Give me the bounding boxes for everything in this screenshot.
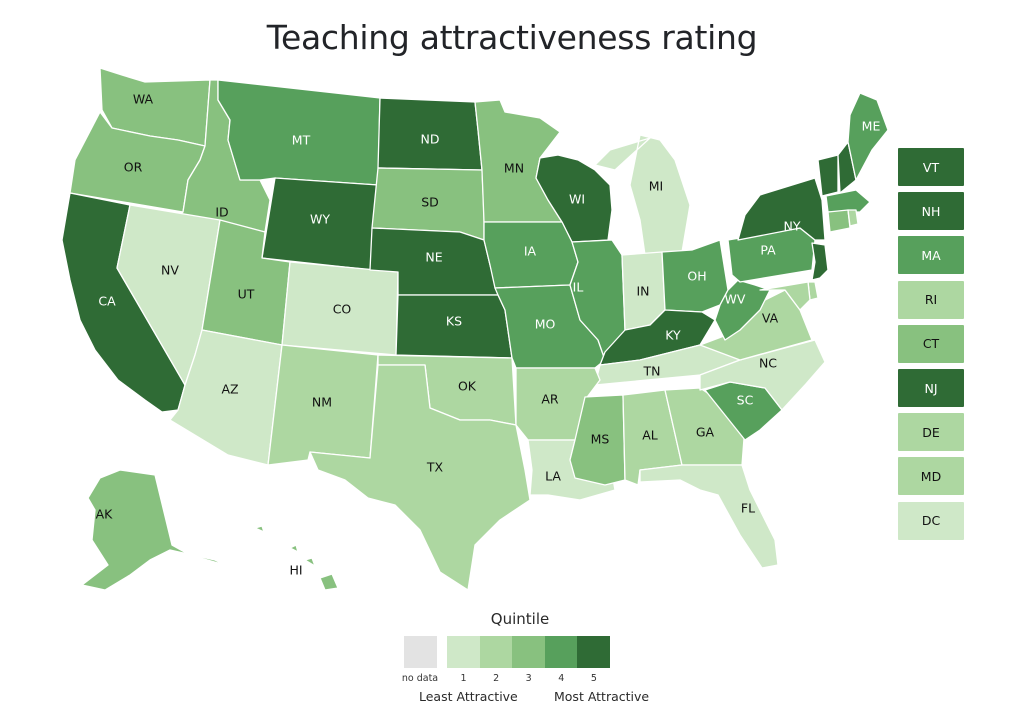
state-label-CA: CA bbox=[98, 294, 116, 309]
state-WV[interactable] bbox=[714, 279, 771, 341]
state-label-WA: WA bbox=[133, 92, 154, 107]
ne-box-DE[interactable]: DE bbox=[898, 413, 964, 452]
ne-box-MD[interactable]: MD bbox=[898, 457, 964, 496]
legend-swatch-2 bbox=[479, 636, 513, 668]
state-label-MI: MI bbox=[649, 179, 663, 194]
state-label-AZ: AZ bbox=[221, 382, 238, 397]
state-MD[interactable] bbox=[759, 281, 811, 311]
state-RI[interactable] bbox=[847, 209, 859, 227]
state-ME[interactable] bbox=[847, 92, 889, 181]
ne-box-CT[interactable]: CT bbox=[898, 324, 964, 363]
legend-high-label: Most Attractive bbox=[554, 689, 650, 704]
state-HI[interactable] bbox=[254, 525, 339, 591]
legend-swatch-3 bbox=[512, 636, 546, 668]
state-label-OH: OH bbox=[687, 269, 706, 284]
state-KY[interactable] bbox=[599, 309, 716, 366]
state-CT[interactable] bbox=[827, 209, 851, 233]
state-label-MT: MT bbox=[292, 133, 311, 148]
legend-step-label: 3 bbox=[525, 673, 532, 684]
ne-box-NJ[interactable]: NJ bbox=[898, 369, 964, 407]
state-label-SD: SD bbox=[421, 195, 439, 210]
state-label-IL: IL bbox=[573, 280, 584, 295]
state-label-AR: AR bbox=[541, 392, 559, 407]
state-label-OK: OK bbox=[458, 379, 477, 394]
state-label-NE: NE bbox=[425, 250, 442, 265]
state-TX[interactable] bbox=[309, 364, 531, 591]
state-label-CO: CO bbox=[333, 302, 352, 317]
legend-low-label: Least Attractive bbox=[419, 689, 518, 704]
state-label-FL: FL bbox=[741, 501, 755, 516]
legend-swatch-1 bbox=[447, 636, 480, 668]
state-WI[interactable] bbox=[535, 154, 613, 243]
state-label-ND: ND bbox=[421, 132, 440, 147]
state-label-SC: SC bbox=[737, 393, 754, 408]
legend-no-data-label: no data bbox=[401, 673, 439, 684]
ne-box-MA[interactable]: MA bbox=[898, 236, 964, 275]
legend-step-label: 5 bbox=[590, 673, 597, 684]
state-label-ID: ID bbox=[215, 205, 228, 220]
state-label-MO: MO bbox=[535, 317, 556, 332]
state-label-WY: WY bbox=[310, 212, 330, 227]
ne-box-VT[interactable]: VT bbox=[898, 148, 964, 186]
state-label-UT: UT bbox=[238, 287, 255, 302]
state-label-NV: NV bbox=[161, 263, 179, 278]
legend-no-data-swatch bbox=[404, 636, 437, 668]
state-label-AL: AL bbox=[642, 428, 658, 443]
chart-title: Teaching attractiveness rating bbox=[266, 18, 758, 57]
state-label-HI: HI bbox=[289, 563, 302, 578]
legend-step-label: 2 bbox=[493, 673, 500, 684]
state-NY[interactable] bbox=[737, 177, 826, 241]
state-label-WI: WI bbox=[569, 192, 585, 207]
state-labels: WA OR ID MT WY CA NV UT CO AZ NM ND SD NE KS OK TX MN WI IA… bbox=[96, 92, 881, 578]
state-label-WV: WV bbox=[725, 292, 746, 307]
state-label-LA: LA bbox=[545, 469, 561, 484]
state-label-MN: MN bbox=[504, 161, 524, 176]
state-MA[interactable] bbox=[825, 189, 871, 213]
state-label-GA: GA bbox=[696, 425, 715, 440]
state-FL[interactable] bbox=[639, 464, 779, 569]
state-label-IN: IN bbox=[636, 284, 649, 299]
state-VT[interactable] bbox=[817, 154, 839, 197]
state-label-TN: TN bbox=[643, 364, 661, 379]
state-label-IA: IA bbox=[524, 244, 537, 259]
state-AK[interactable] bbox=[81, 469, 226, 591]
state-label-NY: NY bbox=[784, 219, 801, 234]
state-label-VA: VA bbox=[762, 311, 779, 326]
legend-step-label: 4 bbox=[558, 673, 565, 684]
ne-box-RI[interactable]: RI bbox=[898, 280, 964, 319]
state-label-KS: KS bbox=[446, 314, 462, 329]
state-label-AK: AK bbox=[96, 507, 114, 522]
state-label-KY: KY bbox=[665, 328, 681, 343]
state-label-ME: ME bbox=[862, 119, 881, 134]
state-label-OR: OR bbox=[124, 160, 143, 175]
state-label-MS: MS bbox=[591, 432, 610, 447]
state-label-PA: PA bbox=[760, 243, 776, 258]
state-NJ[interactable] bbox=[811, 242, 829, 281]
ne-box-DC[interactable]: DC bbox=[898, 501, 964, 540]
legend-swatch-4 bbox=[544, 636, 578, 668]
state-label-TX: TX bbox=[426, 460, 444, 475]
ne-box-NH[interactable]: NH bbox=[898, 192, 964, 231]
state-label-NC: NC bbox=[759, 356, 777, 371]
state-label-NM: NM bbox=[312, 395, 332, 410]
legend-step-label: 1 bbox=[460, 673, 467, 684]
legend-title: Quintile bbox=[490, 610, 550, 628]
legend-swatch-5 bbox=[577, 636, 611, 668]
